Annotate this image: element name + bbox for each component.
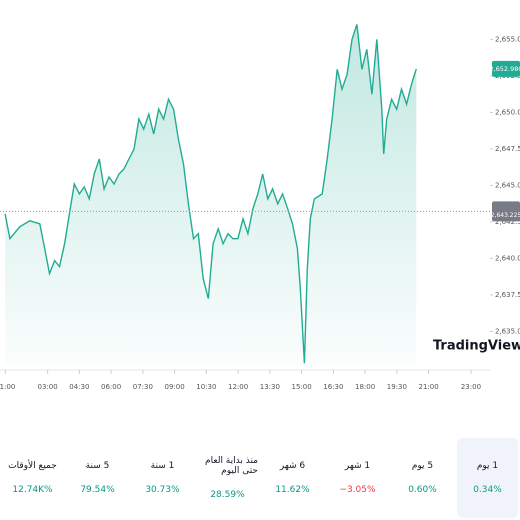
price-line: [4, 24, 417, 364]
y-tick-label: 2,637.500: [495, 291, 520, 299]
x-tick-label: 21:00: [419, 383, 439, 391]
period-label: 5 سنة: [85, 461, 110, 471]
x-tick-label: 23:00: [461, 383, 481, 391]
previous-close-name: الإغلاق السابق: [452, 204, 488, 211]
period-change: 79.54%: [80, 485, 115, 495]
x-tick-label: 13:30: [260, 383, 280, 391]
y-tick-label: 2,647.500: [495, 145, 520, 153]
period-tab[interactable]: 1 يوم 0.34%: [457, 438, 518, 518]
period-change: 0.60%: [408, 485, 437, 495]
watermark: TradingView: [433, 339, 520, 354]
period-change: 0.34%: [473, 485, 502, 495]
x-tick-label: 01:00: [0, 383, 15, 391]
y-tick-label: 2,640.000: [495, 254, 520, 262]
period-label: 6 شهر: [279, 461, 306, 471]
period-label: منذ بداية العام حتى اليوم: [205, 456, 258, 476]
y-tick-label: 2,655.000: [495, 35, 520, 43]
period-label: 5 يوم: [411, 461, 434, 471]
period-tab[interactable]: منذ بداية العام حتى اليوم 28.59%: [197, 438, 258, 518]
x-tick-label: 18:00: [355, 383, 375, 391]
x-tick-label: 16:30: [323, 383, 343, 391]
y-tick-label: 2,650.000: [495, 108, 520, 116]
period-change: 11.62%: [275, 485, 310, 495]
last-price-label: 2,652.980: [489, 65, 520, 73]
period-tab[interactable]: جميع الأوقات 12.74K%: [2, 438, 63, 518]
period-label: 1 يوم: [476, 461, 499, 471]
y-tick-label: 2,642.500: [495, 218, 520, 226]
period-label: 1 سنة: [150, 461, 175, 471]
previous-close-value: 2,643.225: [491, 212, 520, 219]
period-label: جميع الأوقات: [8, 461, 57, 471]
x-tick-label: 19:30: [387, 383, 407, 391]
period-label: 1 شهر: [344, 461, 371, 471]
x-tick-label: 12:00: [228, 383, 248, 391]
x-tick-label: 15:00: [292, 383, 312, 391]
period-tab[interactable]: 5 يوم 0.60%: [392, 438, 453, 518]
period-tabs: 1 يوم 0.34% 5 يوم 0.60% 1 شهر −3.05% 6 شهر 11.6…: [0, 436, 520, 520]
previous-close-box: [492, 201, 520, 222]
period-change: 30.73%: [145, 485, 180, 495]
period-change: 12.74K%: [12, 485, 53, 495]
last-price-box: [492, 60, 520, 77]
x-tick-label: 10:30: [196, 383, 216, 391]
y-tick-label: 2,645.000: [495, 181, 520, 189]
period-tab[interactable]: 5 سنة 79.54%: [67, 438, 128, 518]
period-tab[interactable]: 6 شهر 11.62%: [262, 438, 323, 518]
x-tick-label: 09:00: [165, 383, 185, 391]
area-fill: [5, 24, 417, 365]
period-tab[interactable]: 1 سنة 30.73%: [132, 438, 193, 518]
x-tick-label: 03:00: [38, 383, 58, 391]
x-tick-label: 06:00: [101, 383, 121, 391]
period-change: 28.59%: [210, 490, 245, 500]
chart: TradingView 2,635.000 2,637.500 2,640.000 2…: [0, 24, 520, 391]
y-tick-label: 2,635.000: [495, 327, 520, 335]
period-tab[interactable]: 1 شهر −3.05%: [327, 438, 388, 518]
x-tick-label: 07:30: [133, 383, 153, 391]
x-tick-label: 04:30: [69, 383, 89, 391]
period-change: −3.05%: [339, 485, 376, 495]
